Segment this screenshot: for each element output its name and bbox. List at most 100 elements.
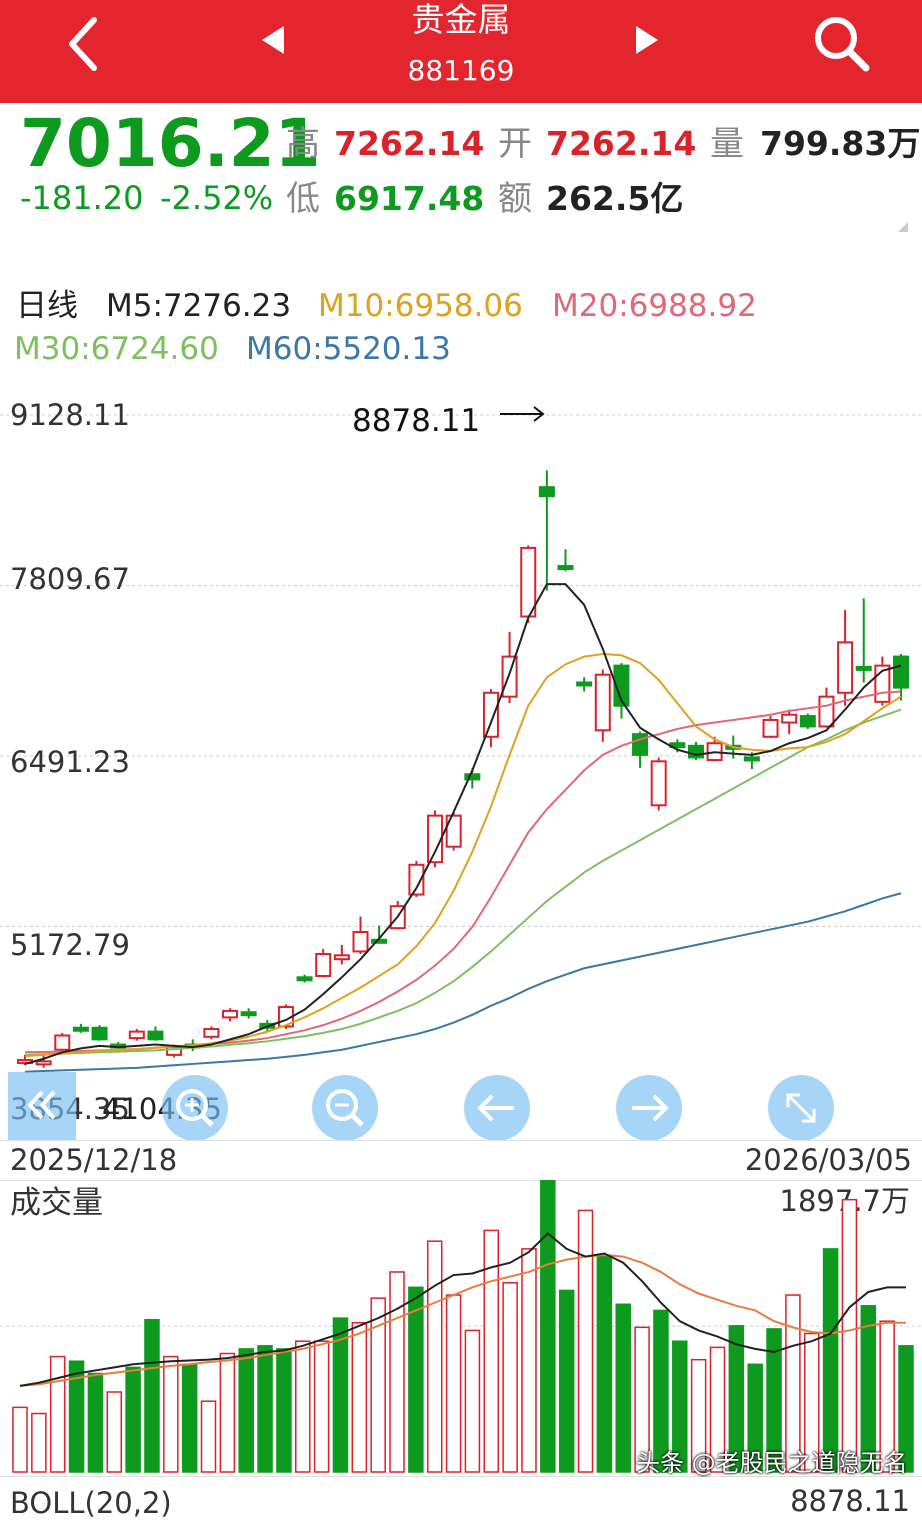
date-start-label: 2025/12/18 — [10, 1143, 178, 1177]
volume-bar — [332, 1317, 349, 1473]
candle — [538, 470, 555, 591]
candle — [315, 948, 332, 978]
open-label: 开 — [498, 124, 532, 164]
volume-bar — [540, 1180, 556, 1473]
candle — [482, 688, 499, 748]
volume-bar — [860, 1305, 877, 1473]
volume-bar — [125, 1366, 141, 1473]
volume-bar — [558, 1289, 575, 1473]
volume-bar — [49, 1355, 66, 1473]
current-price: 7016.21 — [20, 105, 321, 182]
volume-bar — [106, 1391, 123, 1473]
low-value: 6917.48 — [334, 179, 485, 218]
arrow-left-icon — [477, 1094, 514, 1122]
volume-bar — [577, 1209, 594, 1473]
volume-bar — [295, 1340, 311, 1473]
volume-bar — [238, 1348, 254, 1473]
volume-bar — [747, 1363, 763, 1473]
volume-bar — [672, 1340, 688, 1473]
volume-bar — [879, 1320, 895, 1473]
ma30-line — [24, 708, 902, 1056]
date-end-label: 2026/03/05 — [744, 1143, 912, 1177]
volume-bar — [841, 1198, 858, 1473]
candle — [520, 545, 537, 623]
candle — [408, 860, 425, 898]
volume-bar — [445, 1294, 462, 1473]
expand-icon — [786, 1093, 816, 1123]
triangle-left-icon[interactable] — [262, 26, 284, 54]
fullscreen-button[interactable] — [768, 1075, 834, 1141]
volume-bar — [144, 1318, 160, 1473]
candle — [576, 677, 593, 692]
volume-bar — [257, 1345, 273, 1473]
volume-bar — [389, 1271, 405, 1473]
volume-bar — [200, 1400, 217, 1473]
candle — [427, 810, 444, 868]
period-label[interactable]: 日线 — [16, 288, 78, 324]
change-percent: -2.52% — [160, 179, 274, 217]
ma10-line — [24, 652, 902, 1058]
candle — [650, 757, 667, 811]
search-icon[interactable] — [810, 12, 872, 74]
peak-marker-label: 8878.11 — [352, 403, 481, 439]
volume-bar — [351, 1321, 368, 1473]
volume-bar — [87, 1372, 104, 1473]
candle — [128, 1029, 145, 1041]
volume-bar — [370, 1297, 386, 1473]
volume-bar — [426, 1240, 443, 1473]
pan-left-button[interactable] — [464, 1075, 530, 1141]
candle — [35, 1053, 52, 1068]
volume-bar — [766, 1328, 782, 1473]
pan-right-button[interactable] — [616, 1075, 682, 1141]
candle — [781, 709, 798, 735]
zoom-out-icon — [326, 1089, 364, 1127]
volume-bar — [521, 1248, 537, 1473]
volume-bar — [219, 1352, 236, 1473]
change-value: -181.20 — [20, 179, 144, 217]
ma10-label: M10:6958.06 — [318, 288, 523, 324]
expand-corner-icon[interactable] — [898, 222, 908, 232]
candlestick-chart[interactable] — [0, 395, 922, 1140]
candle — [594, 669, 611, 742]
boll-value: 8878.11 — [790, 1484, 910, 1518]
y-tick-label: 6491.23 — [10, 745, 130, 779]
volume-bar — [690, 1358, 707, 1473]
volume-bar — [12, 1406, 28, 1473]
volume-bar — [502, 1281, 518, 1473]
volume-bar — [596, 1255, 613, 1473]
candle — [54, 1032, 71, 1053]
ma60-line — [24, 892, 902, 1073]
candle — [874, 656, 891, 706]
y-tick-label: 7809.67 — [10, 562, 130, 596]
candle — [147, 1026, 164, 1041]
volume-bar — [615, 1303, 631, 1473]
low-label: 低 — [286, 179, 320, 219]
zoom-out-button[interactable] — [312, 1075, 378, 1141]
candle — [352, 916, 369, 955]
volume-bar — [898, 1345, 914, 1473]
candle — [762, 716, 779, 739]
boll-label: BOLL(20,2) — [10, 1486, 172, 1520]
volume-bar — [163, 1355, 179, 1473]
arrow-right-icon — [632, 1094, 669, 1122]
volume-value: 799.83万 — [760, 124, 921, 163]
candle — [613, 663, 630, 719]
scroll-left-button[interactable] — [8, 1072, 76, 1140]
volume-bar — [464, 1329, 481, 1473]
triangle-right-icon[interactable] — [636, 26, 658, 54]
volume-bar — [313, 1340, 330, 1473]
candle — [203, 1026, 220, 1040]
zoom-in-button[interactable] — [162, 1075, 228, 1141]
volume-title: 成交量 — [10, 1185, 103, 1221]
chevron-left-icon[interactable] — [60, 14, 110, 74]
page-title: 贵金属 — [411, 0, 511, 39]
candle — [557, 549, 574, 572]
volume-bar — [276, 1348, 292, 1473]
volume-bar — [822, 1248, 839, 1473]
high-value: 7262.14 — [334, 124, 485, 163]
y-tick-label: 5172.79 — [10, 928, 130, 962]
volume-bar — [483, 1229, 500, 1473]
candle — [837, 610, 854, 706]
candle — [91, 1025, 108, 1041]
volume-chart[interactable] — [0, 1180, 922, 1476]
